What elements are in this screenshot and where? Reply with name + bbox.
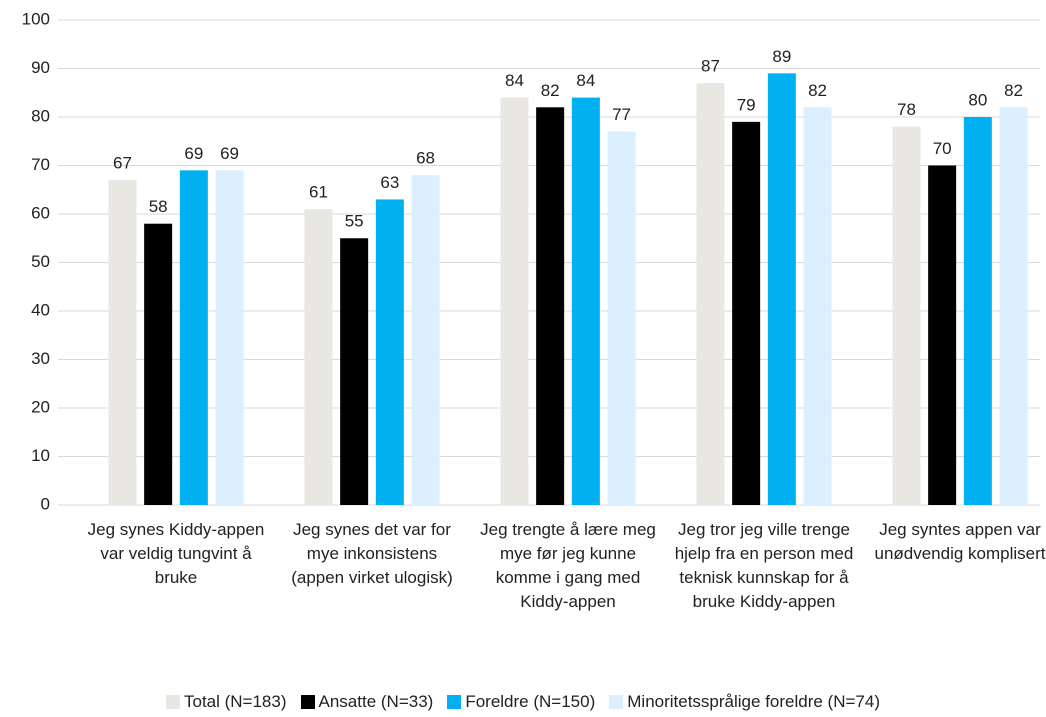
legend-swatch <box>609 695 624 709</box>
bar <box>500 97 529 505</box>
bar <box>340 238 369 505</box>
legend-label: Ansatte (N=33) <box>318 692 434 711</box>
data-label: 79 <box>737 95 756 114</box>
y-tick-label: 100 <box>22 9 50 28</box>
data-label: 82 <box>808 81 827 100</box>
bar <box>696 83 725 506</box>
legend-label: Minoritetssprålige foreldre (N=74) <box>627 692 880 711</box>
data-label: 63 <box>380 173 399 192</box>
data-label: 78 <box>897 100 916 119</box>
data-label: 69 <box>184 144 203 163</box>
y-tick-label: 90 <box>31 58 50 77</box>
bar <box>411 175 440 505</box>
legend-item: Total (N=183) <box>165 692 287 712</box>
data-label: 82 <box>1004 81 1023 100</box>
data-label: 89 <box>772 47 791 66</box>
legend-swatch <box>447 695 462 709</box>
bar <box>108 180 137 506</box>
data-label: 80 <box>968 90 987 109</box>
bar <box>375 199 404 505</box>
bar <box>179 170 208 505</box>
y-tick-label: 80 <box>31 106 50 125</box>
bar <box>144 223 173 505</box>
bar <box>999 107 1028 506</box>
data-label: 84 <box>576 71 595 90</box>
y-tick-label: 60 <box>31 203 50 222</box>
y-tick-label: 10 <box>31 446 50 465</box>
data-label: 55 <box>345 212 364 231</box>
data-label: 87 <box>701 57 720 76</box>
y-tick-label: 50 <box>31 252 50 271</box>
x-tick-label: Jeg syntes appen var unødvendig komplise… <box>874 520 1046 563</box>
data-label: 84 <box>505 71 524 90</box>
data-label: 68 <box>416 149 435 168</box>
data-label: 67 <box>113 154 132 173</box>
bar <box>767 73 796 505</box>
bar <box>732 121 761 505</box>
legend-label: Foreldre (N=150) <box>465 692 596 711</box>
x-tick-label: Jeg trengte å lære meg mye før jeg kunne… <box>480 520 656 611</box>
data-label: 77 <box>612 105 631 124</box>
y-tick-label: 30 <box>31 349 50 368</box>
y-tick-label: 0 <box>41 494 50 513</box>
y-tick-label: 40 <box>31 300 50 319</box>
legend-item: Minoritetssprålige foreldre (N=74) <box>609 692 880 712</box>
legend-swatch <box>165 695 180 709</box>
data-label: 61 <box>309 183 328 202</box>
legend-item: Ansatte (N=33) <box>300 692 434 712</box>
bar <box>571 97 600 505</box>
legend: Total (N=183) Ansatte (N=33) Foreldre (N=1… <box>0 692 1046 712</box>
bar <box>607 131 636 506</box>
bar <box>803 107 832 506</box>
legend-swatch <box>300 695 315 709</box>
legend-item: Foreldre (N=150) <box>447 692 595 712</box>
bar <box>536 107 565 506</box>
y-tick-label: 20 <box>31 397 50 416</box>
x-tick-label: Jeg tror jeg ville trenge hjelp fra en p… <box>674 520 854 611</box>
x-tick-label: Jeg synes det var for mye inkonsistens (… <box>291 520 453 587</box>
x-tick-label: Jeg synes Kiddy-appen var veldig tungvin… <box>87 520 265 587</box>
data-label: 70 <box>933 139 952 158</box>
bar <box>963 117 992 505</box>
y-tick-label: 70 <box>31 155 50 174</box>
legend-label: Total (N=183) <box>183 692 287 711</box>
bar <box>215 170 244 505</box>
bar <box>928 165 957 505</box>
data-label: 69 <box>220 144 239 163</box>
bar <box>304 209 333 505</box>
data-label: 58 <box>149 197 168 216</box>
bar <box>892 126 921 505</box>
data-label: 82 <box>541 81 560 100</box>
